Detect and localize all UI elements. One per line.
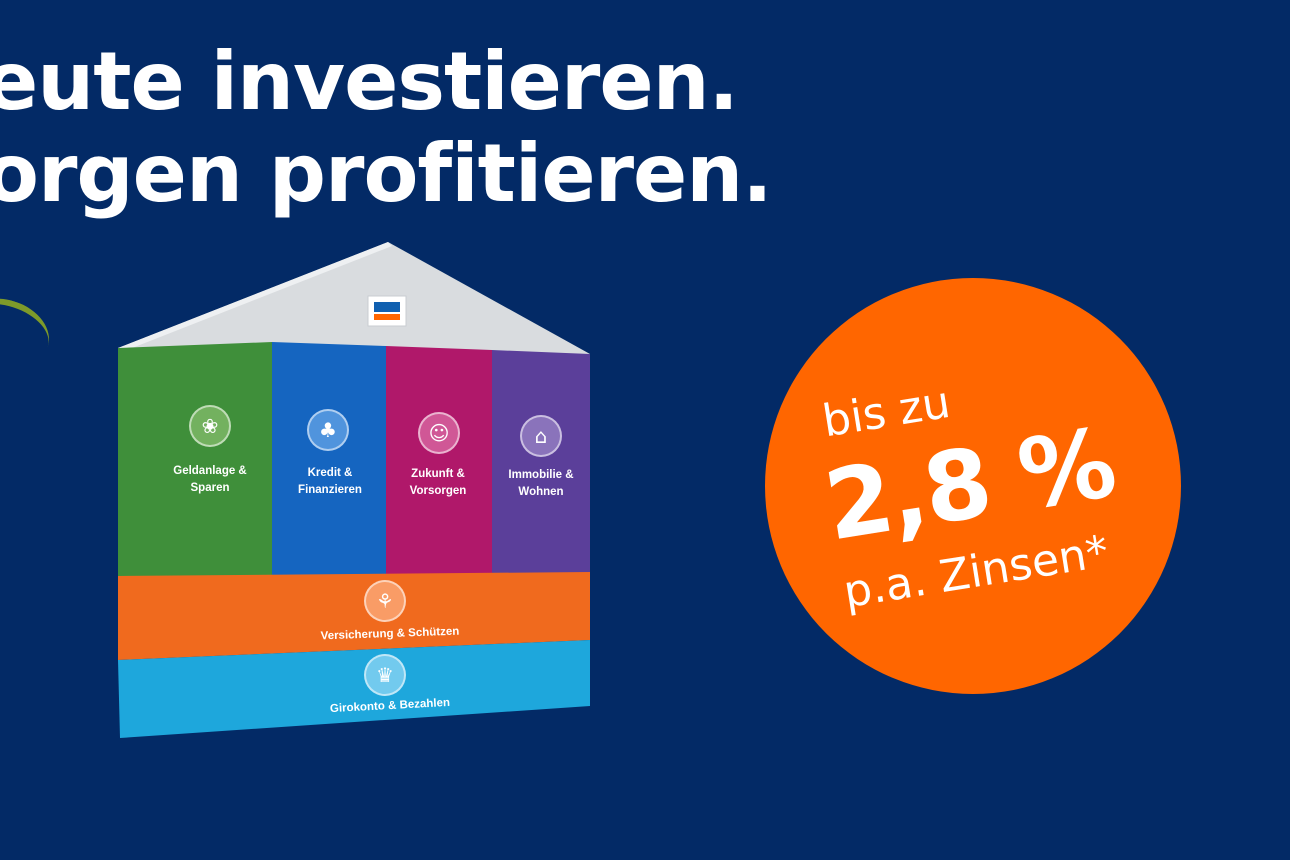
house-roof-edge [118,242,392,352]
plant-icon: ❀ [189,405,231,447]
pillar-label-kredit: Kredit & Finanzieren [298,467,362,496]
pillar-kredit [272,342,386,580]
shield-family-icon: ⚘ [364,580,406,622]
interest-badge: bis zu 2,8 % p.a. Zinsen* [765,278,1181,694]
headline-line-1: eute investieren. [0,35,739,128]
band-girokonto [118,640,590,738]
house-roof [118,242,590,358]
band-versicherung [118,572,590,660]
pillar-zukunft [386,346,492,578]
pillar-geldanlage [118,342,272,580]
pillar-label-geldanlage: Geldanlage & Sparen [173,465,247,494]
headline: eute investieren. orgen profitieren. [0,35,773,220]
pillar-label-zukunft: Zukunft & Vorsorgen [409,468,467,497]
pillar-immobilie [492,350,590,576]
family-icon: ☺ [418,412,460,454]
house-icon: ⌂ [520,415,562,457]
house-illustration [118,242,590,738]
crown-icon: ♛ [364,654,406,696]
pillar-label-immobilie: Immobilie & Wohnen [508,469,574,498]
leaf-decoration [0,287,58,379]
tree-icon: ♣ [307,409,349,451]
headline-line-2: orgen profitieren. [0,127,773,220]
finance-house-graphic: ❀ Geldanlage & Sparen ♣ Kredit & Finanzi… [100,230,600,750]
